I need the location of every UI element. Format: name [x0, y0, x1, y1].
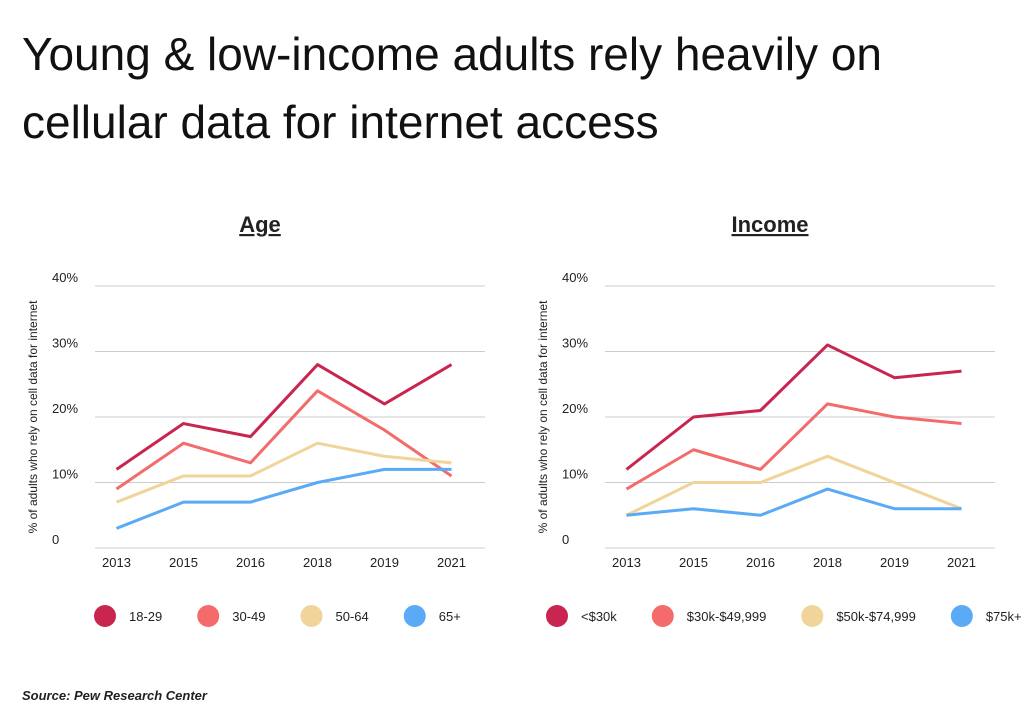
- y-tick-label: 40%: [52, 270, 78, 285]
- y-tick-label: 20%: [52, 401, 78, 416]
- legend-label: <$30k: [581, 609, 617, 624]
- x-tick-label: 2018: [813, 555, 842, 570]
- y-tick-label: 10%: [562, 467, 588, 482]
- data-line: [115, 441, 452, 504]
- y-tick-label: 10%: [52, 467, 78, 482]
- y-axis-label: % of adults who rely on cell data for in…: [536, 300, 550, 533]
- legend-label: 65+: [439, 609, 461, 624]
- legend-swatch: [546, 605, 568, 627]
- x-tick-label: 2015: [679, 555, 708, 570]
- legend-swatch: [403, 605, 426, 627]
- y-tick-label: 30%: [562, 336, 588, 351]
- y-tick-label: 0: [52, 532, 59, 547]
- data-line: [625, 402, 962, 491]
- legend-swatch: [94, 605, 116, 627]
- x-tick-label: 2021: [437, 555, 466, 570]
- legend-swatch: [651, 605, 674, 627]
- legend-label: 30-49: [232, 609, 265, 624]
- x-tick-label: 2016: [746, 555, 775, 570]
- legend-swatch: [197, 605, 220, 627]
- x-tick-label: 2013: [102, 555, 131, 570]
- legend-swatch: [300, 605, 323, 627]
- data-line: [626, 487, 962, 517]
- y-tick-label: 20%: [562, 401, 588, 416]
- y-tick-label: 0: [562, 532, 569, 547]
- x-tick-label: 2016: [236, 555, 265, 570]
- data-line: [625, 343, 962, 471]
- page-title: Young & low-income adults rely heavily o…: [22, 28, 883, 148]
- legend-label: $50k-$74,999: [836, 609, 916, 624]
- x-tick-label: 2021: [947, 555, 976, 570]
- data-line: [115, 389, 453, 491]
- legend-label: $30k-$49,999: [687, 609, 767, 624]
- y-tick-label: 40%: [562, 270, 588, 285]
- x-tick-label: 2015: [169, 555, 198, 570]
- chart-title: Income: [731, 212, 808, 237]
- y-tick-label: 30%: [52, 336, 78, 351]
- data-line: [115, 467, 452, 530]
- data-line: [115, 363, 453, 471]
- chart-title: Age: [239, 212, 281, 237]
- x-tick-label: 2018: [303, 555, 332, 570]
- legend-swatch: [801, 605, 824, 627]
- legend-label: 50-64: [336, 609, 369, 624]
- y-axis-label: % of adults who rely on cell data for in…: [26, 300, 40, 533]
- source: Source: Pew Research Center: [22, 688, 208, 703]
- legend-label: 18-29: [129, 609, 162, 624]
- x-tick-label: 2019: [880, 555, 909, 570]
- legend-swatch: [950, 605, 973, 627]
- legend-label: $75k+: [986, 609, 1022, 624]
- x-tick-label: 2013: [612, 555, 641, 570]
- data-line: [625, 454, 963, 517]
- x-tick-label: 2019: [370, 555, 399, 570]
